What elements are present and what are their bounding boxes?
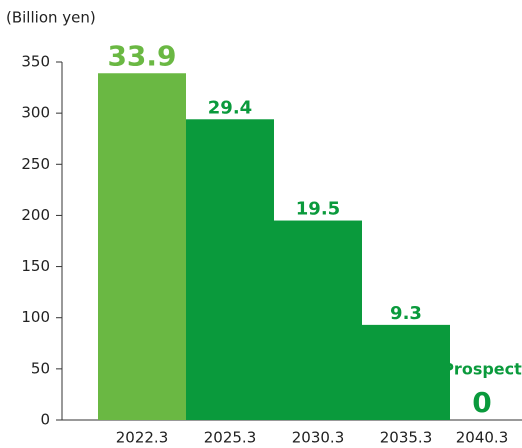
y-tick-label: 0 bbox=[40, 411, 50, 429]
y-tick-label: 350 bbox=[21, 53, 50, 71]
x-tick-label: 2040.3 bbox=[456, 429, 509, 447]
value-label: 29.4 bbox=[208, 97, 252, 118]
y-tick-label: 100 bbox=[21, 308, 50, 326]
y-axis-label: (Billion yen) bbox=[6, 9, 96, 27]
x-tick-label: 2022.3 bbox=[116, 429, 169, 447]
annotation: Prospect bbox=[442, 360, 522, 379]
value-label: 9.3 bbox=[390, 303, 422, 324]
y-tick-label: 200 bbox=[21, 206, 50, 224]
value-label: 19.5 bbox=[296, 199, 340, 220]
bar bbox=[98, 73, 186, 420]
y-tick-label: 150 bbox=[21, 257, 50, 275]
bar bbox=[274, 220, 362, 420]
y-tick-label: 300 bbox=[21, 104, 50, 122]
bar bbox=[186, 119, 274, 420]
value-label: 33.9 bbox=[107, 39, 176, 72]
x-tick-label: 2030.3 bbox=[292, 429, 345, 447]
bar bbox=[362, 324, 450, 420]
value-label: 0 bbox=[472, 386, 491, 419]
y-tick-label: 50 bbox=[31, 359, 50, 377]
y-tick-label: 250 bbox=[21, 155, 50, 173]
x-tick-label: 2025.3 bbox=[204, 429, 257, 447]
x-tick-label: 2035.3 bbox=[380, 429, 433, 447]
